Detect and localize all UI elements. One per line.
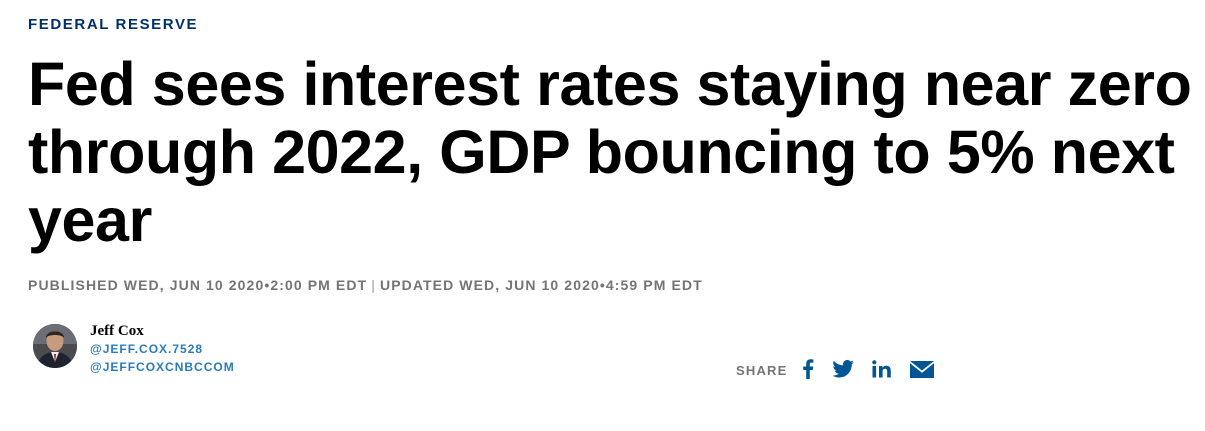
author-avatar[interactable] <box>33 324 77 368</box>
share-bar: SHARE <box>736 356 934 382</box>
facebook-icon <box>802 359 813 379</box>
author-handle-facebook[interactable]: @JEFF.COX.7528 <box>90 342 204 356</box>
linkedin-icon <box>871 360 891 378</box>
share-facebook-button[interactable] <box>802 356 814 382</box>
published-timestamp: PUBLISHED WED, JUN 10 2020•2:00 PM EDT <box>28 277 368 293</box>
author-handle-twitter[interactable]: @JEFFCOXCNBCCOM <box>90 360 235 374</box>
email-icon <box>909 360 934 378</box>
article-timestamps: PUBLISHED WED, JUN 10 2020•2:00 PM EDT | U… <box>28 277 703 293</box>
timestamp-separator: | <box>371 277 376 293</box>
share-linkedin-button[interactable] <box>871 356 892 382</box>
twitter-icon <box>831 360 854 378</box>
section-link[interactable]: FEDERAL RESERVE <box>28 16 199 33</box>
updated-timestamp: UPDATED WED, JUN 10 2020•4:59 PM EDT <box>379 277 703 293</box>
share-email-button[interactable] <box>909 356 934 382</box>
share-twitter-button[interactable] <box>831 356 854 382</box>
author-block: Jeff Cox @JEFF.COX.7528 @JEFFCOXCNBCCOM <box>33 323 363 374</box>
share-label: SHARE <box>736 362 788 378</box>
author-name[interactable]: Jeff Cox <box>90 323 144 339</box>
author-photo <box>33 324 77 368</box>
article-headline: Fed sees interest rates staying near zer… <box>28 50 1192 254</box>
